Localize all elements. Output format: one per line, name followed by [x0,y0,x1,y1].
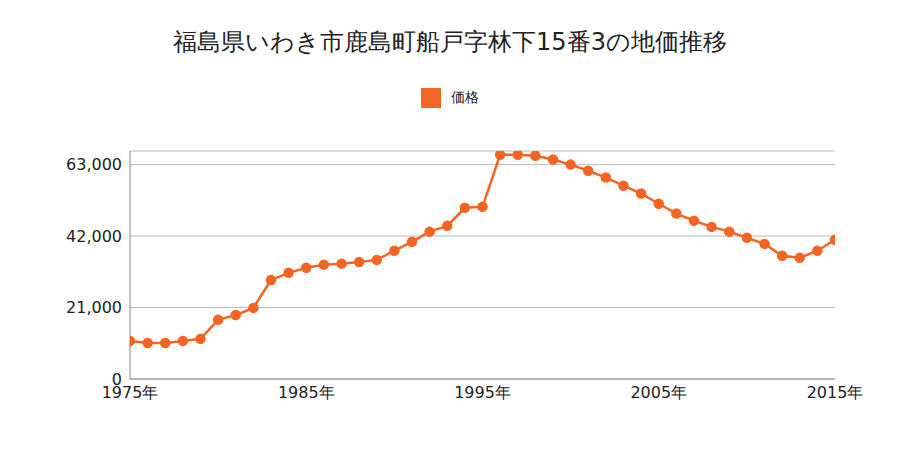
svg-text:1995年: 1995年 [454,383,511,402]
svg-text:0: 0 [112,370,122,389]
svg-text:1975年: 1975年 [102,383,159,402]
html-text:福島県いわき市鹿島町船戸字林下15番3の地価推移: 福島県いわき市鹿島町船戸字林下15番3の地価推移 [173,28,727,56]
svg-text:2015年: 2015年 [807,383,864,402]
svg-text:42,000: 42,000 [66,227,122,246]
html-text:価格: 価格 [451,89,479,105]
svg-text:2005年: 2005年 [630,383,687,402]
svg-text:63,000: 63,000 [66,155,122,174]
svg-text:21,000: 21,000 [66,298,122,317]
svg-text:1985年: 1985年 [278,383,335,402]
